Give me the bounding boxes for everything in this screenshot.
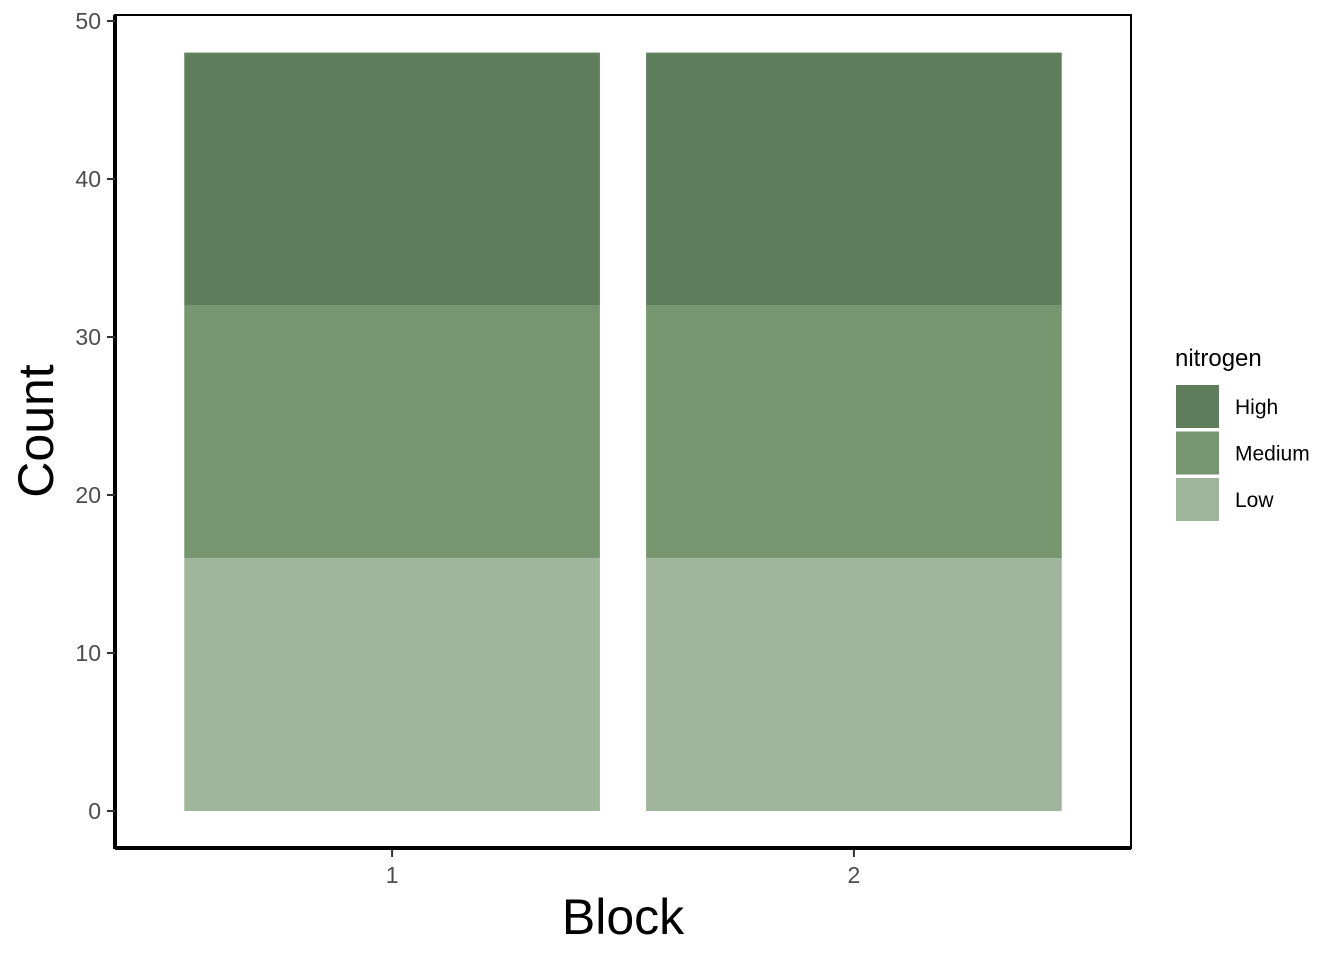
legend: nitrogen High Medium Low xyxy=(1175,345,1310,521)
bar-2-medium xyxy=(646,305,1062,559)
y-ticks: 0 10 20 30 40 50 xyxy=(75,8,115,824)
legend-key-high xyxy=(1176,385,1219,428)
bar-1-medium xyxy=(184,305,600,559)
bars-layer xyxy=(184,52,1062,811)
axes-layer xyxy=(113,14,1132,850)
y-axis-title: Count xyxy=(8,364,64,498)
legend-items: High Medium Low xyxy=(1176,385,1310,521)
y-tick-label: 10 xyxy=(75,640,101,666)
y-tick-label: 40 xyxy=(75,166,101,192)
bar-1-high xyxy=(184,52,600,306)
x-tick-label: 2 xyxy=(848,862,861,888)
bar-1-low xyxy=(184,558,600,811)
y-tick-label: 30 xyxy=(75,324,101,350)
bar-2-high xyxy=(646,52,1062,306)
legend-label-high: High xyxy=(1235,396,1278,419)
legend-label-low: Low xyxy=(1235,489,1274,512)
x-axis-title: Block xyxy=(562,889,685,945)
bar-2-low xyxy=(646,558,1062,811)
y-tick-label: 50 xyxy=(75,8,101,34)
y-tick-label: 0 xyxy=(88,798,101,824)
y-tick-label: 20 xyxy=(75,482,101,508)
legend-key-low xyxy=(1176,478,1219,521)
legend-title: nitrogen xyxy=(1175,345,1262,372)
legend-key-medium xyxy=(1176,431,1219,475)
legend-label-medium: Medium xyxy=(1235,443,1310,466)
x-tick-label: 1 xyxy=(386,862,399,888)
